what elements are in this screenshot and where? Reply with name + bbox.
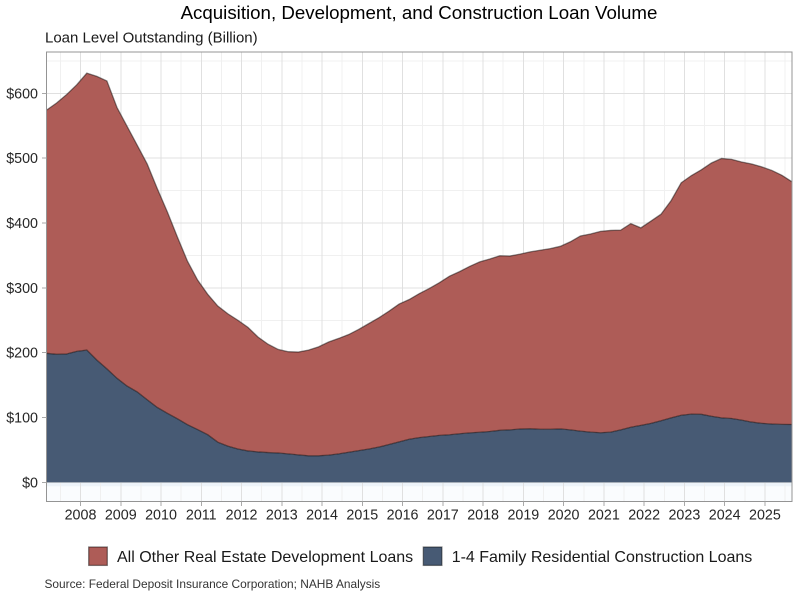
svg-text:Source: Federal Deposit Insura: Source: Federal Deposit Insurance Corpor…	[45, 577, 381, 591]
svg-text:2018: 2018	[467, 508, 499, 524]
svg-text:$500: $500	[6, 151, 38, 167]
svg-text:2009: 2009	[105, 508, 137, 524]
svg-text:2008: 2008	[65, 508, 97, 524]
svg-text:Loan Level Outstanding (Billio: Loan Level Outstanding (Billion)	[45, 29, 258, 46]
svg-text:$200: $200	[6, 346, 38, 362]
svg-text:2020: 2020	[548, 508, 580, 524]
svg-text:2022: 2022	[628, 508, 660, 524]
svg-text:$600: $600	[6, 86, 38, 102]
svg-text:$300: $300	[6, 281, 38, 297]
svg-text:All Other Real Estate Developm: All Other Real Estate Development Loans	[117, 549, 413, 566]
svg-text:2019: 2019	[507, 508, 539, 524]
svg-text:2025: 2025	[749, 508, 781, 524]
svg-text:$100: $100	[6, 411, 38, 427]
svg-text:$400: $400	[6, 216, 38, 232]
svg-text:2010: 2010	[145, 508, 177, 524]
svg-text:2021: 2021	[588, 508, 620, 524]
svg-text:2024: 2024	[709, 508, 741, 524]
svg-text:2013: 2013	[266, 508, 298, 524]
svg-text:2012: 2012	[226, 508, 258, 524]
svg-text:2015: 2015	[346, 508, 378, 524]
svg-text:2016: 2016	[387, 508, 419, 524]
svg-text:1-4 Family Residential Constru: 1-4 Family Residential Construction Loan…	[452, 549, 753, 566]
svg-text:$0: $0	[22, 475, 38, 491]
svg-text:2023: 2023	[668, 508, 700, 524]
svg-text:2011: 2011	[186, 508, 217, 524]
svg-text:Acquisition, Development, and: Acquisition, Development, and Constructi…	[181, 2, 658, 23]
svg-text:2017: 2017	[427, 508, 459, 524]
svg-text:2014: 2014	[306, 508, 338, 524]
